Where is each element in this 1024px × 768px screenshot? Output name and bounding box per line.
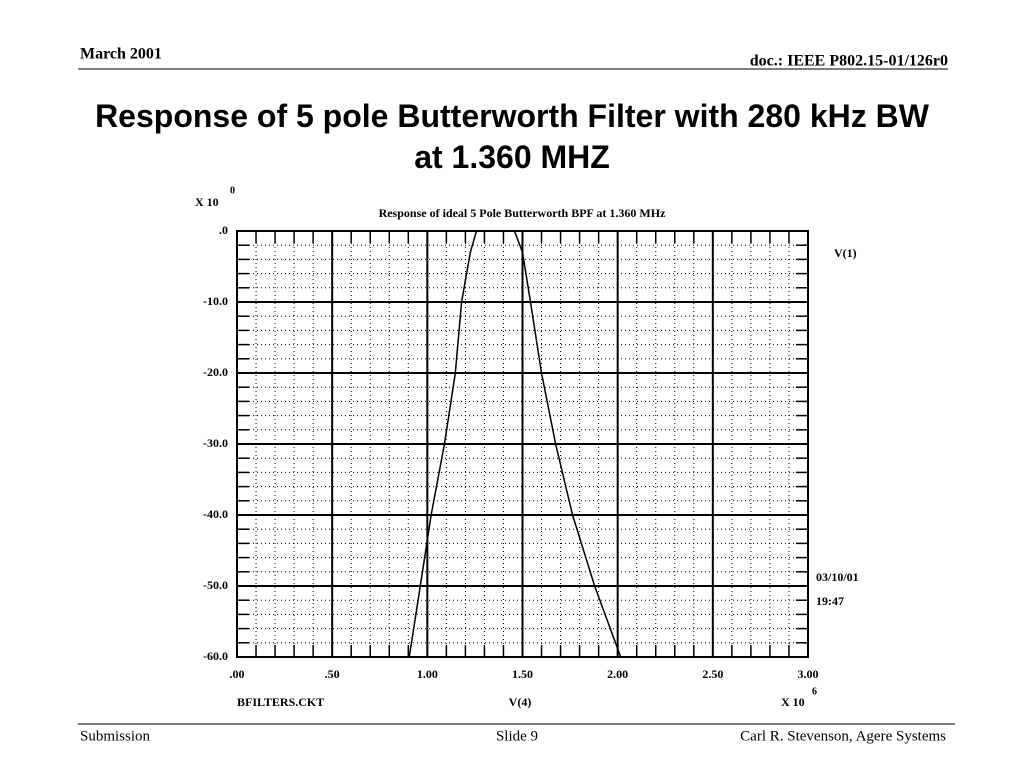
chart-title: Response of ideal 5 Pole Butterworth BPF… <box>379 206 667 220</box>
x-exponent: 6 <box>812 686 817 697</box>
header-doc: doc.: IEEE P802.15-01/126r0 <box>750 53 948 70</box>
file-name: BFILTERS.CKT <box>237 695 324 709</box>
series-line <box>408 230 622 658</box>
x-tick-label: 1.50 <box>512 667 533 681</box>
x-tick-label: 1.00 <box>417 667 438 681</box>
y-multiplier: X 10 <box>195 195 219 209</box>
header-date: March 2001 <box>80 46 162 63</box>
run-date: 03/10/01 <box>816 570 859 584</box>
legend-entry: V(1) <box>834 246 857 260</box>
x-tick-label: 2.00 <box>607 667 628 681</box>
x-multiplier: X 10 <box>781 695 805 709</box>
y-tick-label: -30.0 <box>203 436 228 450</box>
y-tick-label: -60.0 <box>203 649 228 663</box>
plot-frame <box>236 230 809 658</box>
footer-center: Slide 9 <box>496 728 538 744</box>
footer-right: Carl R. Stevenson, Agere Systems <box>740 728 946 744</box>
y-tick-label: -20.0 <box>203 365 228 379</box>
footer-left: Submission <box>80 728 151 744</box>
x-tick-label: 3.00 <box>798 667 819 681</box>
x-tick-label: 2.50 <box>702 667 723 681</box>
y-exponent: 0 <box>230 185 235 196</box>
run-time: 19:47 <box>816 594 844 608</box>
slide-title: Response of 5 pole Butterworth Filter wi… <box>95 98 929 175</box>
chart: Response of ideal 5 Pole Butterworth BPF… <box>195 185 859 708</box>
y-tick-label: .0 <box>219 223 228 237</box>
y-tick-label: -40.0 <box>203 507 228 521</box>
x-tick-label: .50 <box>325 667 340 681</box>
y-tick-label: -50.0 <box>203 578 228 592</box>
y-tick-label: -10.0 <box>203 294 228 308</box>
x-axis-label: V(4) <box>509 695 532 709</box>
x-tick-label: .00 <box>230 667 245 681</box>
